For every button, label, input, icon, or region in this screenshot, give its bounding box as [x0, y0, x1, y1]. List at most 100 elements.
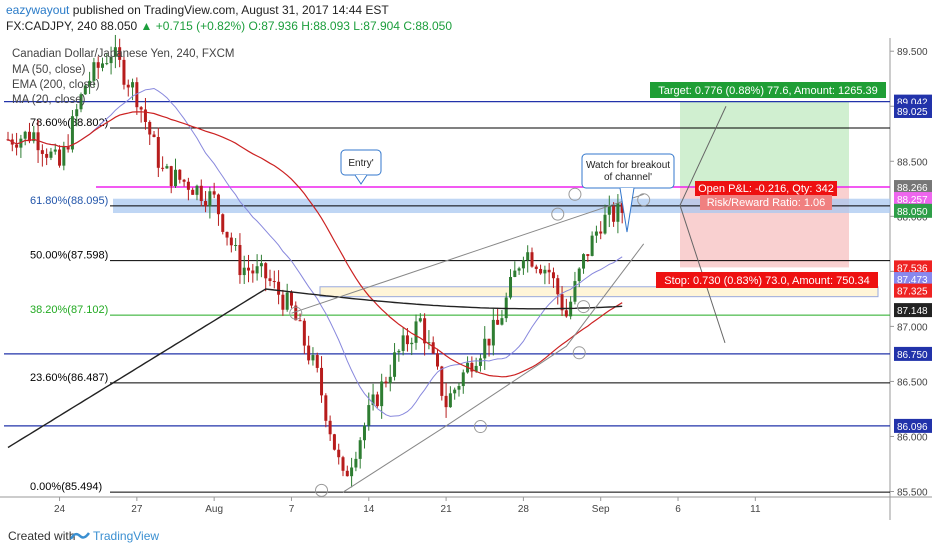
candle-body — [53, 149, 57, 152]
price-tick-label: 87.000 — [897, 322, 928, 333]
time-tick-label: 14 — [363, 504, 375, 515]
candle-body — [161, 167, 165, 169]
candle-body — [384, 381, 388, 384]
candle-body — [302, 320, 306, 346]
time-tick-label: 24 — [54, 504, 66, 515]
time-tick-label: 21 — [441, 504, 453, 515]
fib-level-label: 0.00%(85.494) — [30, 481, 102, 493]
candle-body — [15, 144, 19, 148]
candle-body — [517, 268, 521, 271]
candle-body — [307, 345, 311, 361]
candle-body — [88, 80, 92, 86]
candle-body — [169, 166, 173, 187]
price-axis-label-text: 86.096 — [897, 422, 928, 433]
time-tick-label: 6 — [675, 504, 681, 515]
candle-body — [599, 231, 603, 234]
candle-body — [259, 263, 263, 267]
price-tick-label: 86.500 — [897, 377, 928, 388]
support-zone — [319, 286, 879, 298]
candle-body — [414, 321, 418, 343]
price-axis-label-box — [894, 103, 932, 118]
candle-body — [208, 191, 212, 207]
candle-body — [354, 458, 358, 468]
candle-body — [328, 420, 332, 435]
candle-body — [216, 194, 220, 215]
candle-body — [526, 252, 530, 261]
candle-body — [195, 185, 199, 195]
channel-touch-marker — [572, 346, 586, 360]
candle-body — [487, 338, 491, 346]
candle-body — [126, 84, 130, 88]
candle-body — [474, 365, 478, 372]
candle-body — [294, 305, 298, 321]
author-link[interactable]: eazywayout — [6, 3, 70, 17]
time-tick-label: 7 — [289, 504, 295, 515]
channel-touch-marker — [473, 420, 487, 434]
candle-body — [105, 63, 109, 65]
candle-body — [96, 62, 100, 68]
ma20-line — [7, 87, 623, 417]
candle-body — [113, 47, 117, 57]
footer: Created with TradingView — [0, 520, 932, 550]
created-with-label: Created with — [8, 529, 76, 543]
fib-level-label: 23.60%(86.487) — [30, 372, 108, 384]
candle-body — [131, 82, 135, 88]
price-axis-label-text: 88.266 — [897, 183, 928, 194]
candle-body — [92, 62, 96, 81]
candle-body — [345, 470, 349, 477]
candle-body — [199, 185, 203, 202]
publish-line: eazywayout published on TradingView.com,… — [6, 3, 389, 17]
candle-body — [139, 107, 143, 110]
price-chart[interactable]: 89.50089.00088.50088.00087.50087.00086.5… — [0, 0, 932, 520]
price-axis-label-box — [894, 192, 932, 207]
candle-body — [513, 270, 517, 277]
candle-body — [551, 272, 555, 279]
candle-body — [397, 350, 401, 353]
time-tick-label: 28 — [518, 504, 530, 515]
price-axis-label-box — [894, 303, 932, 318]
candle-body — [556, 278, 560, 295]
candle-body — [152, 134, 156, 138]
fib-level-label: 50.00%(87.598) — [30, 250, 108, 262]
channel-touch-marker — [551, 207, 565, 221]
fib-level-label: 78.60%(88.802) — [30, 117, 108, 129]
price-axis-label-text: 88.257 — [897, 195, 928, 206]
ohlc-values: O:87.936 H:88.093 L:87.904 C:88.050 — [248, 19, 453, 33]
time-tick-label: 11 — [750, 504, 761, 515]
candle-body — [40, 150, 44, 154]
candle-body — [143, 109, 147, 122]
candle-body — [573, 281, 577, 302]
fib-level-label: 38.20%(87.102) — [30, 304, 108, 316]
price-axis-label-box — [894, 260, 932, 275]
entry-callout-pointer — [354, 174, 368, 185]
candle-body — [350, 467, 354, 477]
tradingview-brand-link[interactable]: TradingView — [93, 529, 160, 543]
candle-body — [191, 189, 195, 195]
candle-body — [212, 191, 216, 195]
candle-body — [255, 266, 259, 274]
price-axis-label-text: 87.536 — [897, 263, 928, 274]
candle-body — [423, 318, 427, 344]
target-label-text: Target: 0.776 (0.88%) 77.6, Amount: 1265… — [658, 85, 878, 97]
candle-body — [186, 181, 190, 190]
candle-body — [478, 358, 482, 366]
candle-body — [178, 169, 182, 180]
risk-reward-text: Risk/Reward Ratio: 1.06 — [707, 197, 826, 209]
candle-body — [66, 146, 70, 150]
watch-callout-line2: of channel' — [604, 172, 652, 183]
candle-body — [49, 151, 53, 158]
candle-body — [247, 267, 251, 271]
candle-body — [58, 149, 62, 166]
target-label-box — [650, 82, 886, 98]
candle-body — [358, 440, 362, 459]
channel-touch-marker — [568, 187, 582, 201]
last-price: 88.050 — [100, 19, 138, 33]
candle-body — [491, 319, 495, 346]
ma50-legend: MA (50, close) — [12, 64, 86, 76]
tradingview-logo-icon — [70, 532, 90, 540]
price-axis-label-box — [894, 346, 932, 361]
candle-body — [122, 59, 126, 85]
candle-body — [483, 338, 487, 359]
channel-lower-line — [342, 243, 645, 493]
candle-body — [453, 389, 457, 394]
